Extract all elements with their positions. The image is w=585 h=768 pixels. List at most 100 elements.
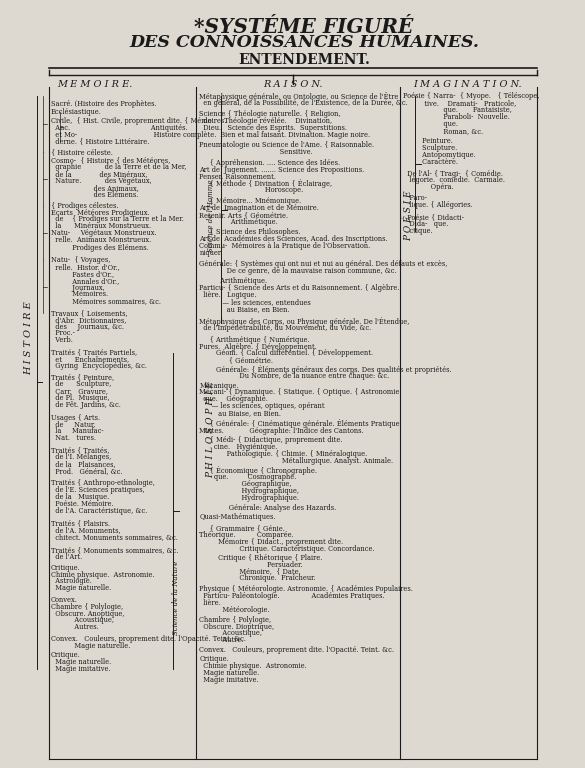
Text: Convex.   Couleurs, proprement dite. l'Opacité. Teint. &c.: Convex. Couleurs, proprement dite. l'Opa… (51, 635, 246, 643)
Text: et Mo-                                    Histoire complète.: et Mo- Histoire complète. (51, 131, 216, 138)
Text: la     Manufac-: la Manufac- (51, 428, 104, 435)
Text: Obscure. Anoptique,: Obscure. Anoptique, (51, 610, 125, 617)
Text: Prod.   Général, &c.: Prod. Général, &c. (51, 467, 122, 475)
Text: de l'I. Mélanges,: de l'I. Mélanges, (51, 453, 111, 462)
Text: Commu-  Mémoires à la Pratique de l'Observation.: Commu- Mémoires à la Pratique de l'Obser… (199, 242, 370, 250)
Text: de      Théologie révélée.    Divination,: de Théologie révélée. Divination, (199, 117, 332, 124)
Text: des     Journaux, &c.: des Journaux, &c. (51, 323, 124, 330)
Text: que.: que. (403, 120, 458, 127)
Text: graphie           de la Terre et de la Mer,: graphie de la Terre et de la Mer, (51, 164, 186, 171)
Text: Science de l'Homme: Science de l'Homme (207, 180, 215, 252)
Text: Générale: Analyse des Hazards.: Générale: Analyse des Hazards. (199, 504, 336, 512)
Text: Ecclésiastique.: Ecclésiastique. (51, 108, 102, 116)
Text: au Biaise, en Bien.: au Biaise, en Bien. (199, 409, 281, 417)
Text: Art de  Jugement. ....... Science des Propositions.: Art de Jugement. ....... Science des Pro… (199, 166, 364, 174)
Text: Traités { Plaisirs.: Traités { Plaisirs. (51, 519, 110, 528)
Text: Magie naturelle.: Magie naturelle. (51, 657, 111, 666)
Text: Proc.-: Proc.- (51, 329, 75, 337)
Text: des Élémens.: des Élémens. (51, 191, 138, 199)
Text: de Fêt. Jardins, &c.: de Fêt. Jardins, &c. (51, 401, 121, 409)
Text: Hydrographique.: Hydrographique. (199, 494, 300, 502)
Text: I M A G I N A T I O N.: I M A G I N A T I O N. (413, 80, 521, 88)
Text: Sensitive.: Sensitive. (199, 148, 313, 156)
Text: *SYSTÉME FIGURÉ: *SYSTÉME FIGURÉ (194, 18, 414, 38)
Text: cine.   Hygiénique.: cine. Hygiénique. (199, 442, 278, 451)
Text: Chimie physique.  Astronomie.: Chimie physique. Astronomie. (199, 662, 307, 670)
Text: d'Abr.  Dictionnaires,: d'Abr. Dictionnaires, (51, 316, 126, 324)
Text: au Biaise, en Bien.: au Biaise, en Bien. (199, 305, 290, 313)
Text: que.         Cosmographe.: que. Cosmographe. (199, 473, 297, 482)
Text: Quasi-Mathématiques.: Quasi-Mathématiques. (199, 513, 276, 521)
Text: Persuader.: Persuader. (199, 561, 303, 568)
Text: H I S T O I R E: H I S T O I R E (23, 301, 33, 375)
Text: que.       Fantaisiste,: que. Fantaisiste, (403, 106, 512, 114)
Text: de l'Art.: de l'Art. (51, 553, 82, 561)
Text: De l'Al- { Tragi-  { Comédie.: De l'Al- { Tragi- { Comédie. (403, 170, 503, 177)
Text: Dida-   que.: Dida- que. (403, 220, 449, 228)
Text: de    { Prodiges sur la Terre et la Mer.: de { Prodiges sur la Terre et la Mer. (51, 216, 184, 223)
Text: Annales d'Or.,: Annales d'Or., (51, 276, 119, 285)
Text: de Pl.  Musique,: de Pl. Musique, (51, 394, 109, 402)
Text: — les sciences, optiques, opérant: — les sciences, optiques, opérant (199, 402, 325, 410)
Text: Poésie { Narra-  { Myope.   { Téléscope,: Poésie { Narra- { Myope. { Téléscope, (403, 92, 539, 101)
Text: Poésie { Didacti-: Poésie { Didacti- (403, 214, 464, 221)
Text: R A I S O N.: R A I S O N. (263, 80, 322, 88)
Text: Traités { Anthropo-ethnologie,: Traités { Anthropo-ethnologie, (51, 479, 155, 488)
Text: Mémoires.: Mémoires. (51, 290, 108, 299)
Text: Carr.   Gravure,: Carr. Gravure, (51, 387, 108, 395)
Text: Natu-     Végétaux Monstrueux.: Natu- Végétaux Monstrueux. (51, 230, 157, 237)
Text: Mixtes.            Géographie: l'Indice des Cantons.: Mixtes. Géographie: l'Indice des Cantons… (199, 427, 364, 435)
Text: en général, de la Possibilité, de l'Existence, de la Durée, &c.: en général, de la Possibilité, de l'Exis… (199, 99, 408, 108)
Text: Natu-  { Voyages,: Natu- { Voyages, (51, 256, 110, 264)
Text: P H I L O S O P H I E: P H I L O S O P H I E (207, 382, 215, 478)
Text: Sculpture.: Sculpture. (403, 144, 457, 152)
Text: Convex.   Couleurs, proprement dite. l'Opacité. Teint. &c.: Convex. Couleurs, proprement dite. l'Opa… (199, 647, 394, 654)
Text: Particu- Paléontologie.               Académies Pratiques.: Particu- Paléontologie. Académies Pratiq… (199, 592, 385, 600)
Text: Météorologie.: Météorologie. (199, 606, 270, 614)
Text: Pneumatologie ou Science de l'Ame. { Raisonnable.: Pneumatologie ou Science de l'Ame. { Rai… (199, 141, 374, 149)
Text: de la   Plaisances,: de la Plaisances, (51, 460, 115, 468)
Text: Chronique.  Fraîcheur.: Chronique. Fraîcheur. (199, 574, 316, 582)
Text: Science de la Nature: Science de la Nature (172, 561, 180, 635)
Text: et      Enchaînements,: et Enchaînements, (51, 355, 129, 362)
Text: Magie naturelle.: Magie naturelle. (199, 669, 260, 677)
Text: De ce genre, de la mauvaise raison commune, &c.: De ce genre, de la mauvaise raison commu… (199, 266, 397, 275)
Text: Usages { Arts.: Usages { Arts. (51, 414, 100, 422)
Text: Traités { Traités Partiels,: Traités { Traités Partiels, (51, 348, 137, 356)
Text: tive.    Dramati-   Praticole,: tive. Dramati- Praticole, (403, 99, 517, 108)
Text: Mémoire { Didact., proprement dite.: Mémoire { Didact., proprement dite. (199, 538, 343, 545)
Text: lière.   Logique.: lière. Logique. (199, 291, 257, 300)
Text: Poésie. Mémoire.: Poésie. Mémoire. (51, 500, 113, 508)
Text: Civile,  { Hist. Civile, proprement dite. { Mémoires.: Civile, { Hist. Civile, proprement dite.… (51, 117, 226, 124)
Text: Physique { Météorologie. Astronomie. { Académies Populaires.: Physique { Météorologie. Astronomie. { A… (199, 585, 413, 593)
Text: Fastes d'Or.,: Fastes d'Or., (51, 270, 114, 278)
Text: de l'A. Monuments,: de l'A. Monuments, (51, 526, 121, 535)
Text: Mécanique.: Mécanique. (199, 382, 239, 389)
Text: de l'A. Caractéristique, &c.: de l'A. Caractéristique, &c. (51, 507, 147, 515)
Text: lique. { Allégories.: lique. { Allégories. (403, 201, 473, 209)
Text: Penser. Raisonnement.: Penser. Raisonnement. (199, 173, 276, 180)
Text: Arithmétique.: Arithmétique. (199, 218, 278, 226)
Text: Générale: { Systèmes qui ont nui et nui au général. Des défauts et excès,: Générale: { Systèmes qui ont nui et nui … (199, 260, 448, 268)
Text: { Générale: { Cinématique générale. Éléments Pratique.: { Générale: { Cinématique générale. Élém… (199, 419, 402, 429)
Text: Peinture.: Peinture. (403, 137, 453, 145)
Text: Magie naturelle.: Magie naturelle. (51, 584, 111, 592)
Text: DES CONNOISSANCES HUMAINES.: DES CONNOISSANCES HUMAINES. (129, 35, 479, 51)
Text: Autres.: Autres. (51, 624, 99, 631)
Text: la      Minéraux Monstrueux.: la Minéraux Monstrueux. (51, 223, 151, 230)
Text: Horoscope.: Horoscope. (199, 187, 304, 194)
Text: Convex.: Convex. (51, 596, 78, 604)
Text: { Arithmétique { Numérique.: { Arithmétique { Numérique. (199, 336, 310, 343)
Text: { Économique { Chronographe.: { Économique { Chronographe. (199, 466, 317, 475)
Text: Théorique.          Comparée.: Théorique. Comparée. (199, 531, 294, 538)
Text: relle.  Histor. d'Or.,: relle. Histor. d'Or., (51, 263, 119, 271)
Text: Journaux,: Journaux, (51, 283, 105, 292)
Text: niquer.: niquer. (199, 249, 223, 257)
Text: { Science des Philosophes.: { Science des Philosophes. (199, 229, 301, 237)
Text: ctique.: ctique. (403, 227, 433, 235)
Text: Chimie physique.  Astronomie.: Chimie physique. Astronomie. (51, 571, 154, 578)
Text: Verb.: Verb. (51, 336, 73, 344)
Text: de     Natur.: de Natur. (51, 421, 95, 429)
Text: Antopomytique.: Antopomytique. (403, 151, 476, 159)
Text: des Animaux,: des Animaux, (51, 184, 139, 192)
